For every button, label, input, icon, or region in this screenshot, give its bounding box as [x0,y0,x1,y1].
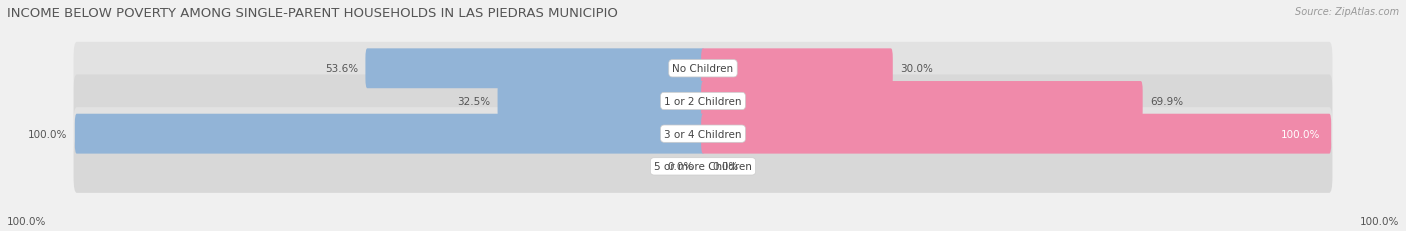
FancyBboxPatch shape [498,82,704,122]
Text: 100.0%: 100.0% [7,216,46,226]
FancyBboxPatch shape [73,140,1333,193]
Text: Source: ZipAtlas.com: Source: ZipAtlas.com [1295,7,1399,17]
Text: 100.0%: 100.0% [1281,129,1320,139]
FancyBboxPatch shape [73,108,1333,161]
FancyBboxPatch shape [366,49,704,89]
Text: 30.0%: 30.0% [900,64,934,74]
FancyBboxPatch shape [73,75,1333,128]
Text: 5 or more Children: 5 or more Children [654,162,752,172]
FancyBboxPatch shape [73,43,1333,95]
Text: 1 or 2 Children: 1 or 2 Children [664,97,742,106]
Text: 3 or 4 Children: 3 or 4 Children [664,129,742,139]
Text: 32.5%: 32.5% [457,97,491,106]
FancyBboxPatch shape [75,114,704,154]
Text: INCOME BELOW POVERTY AMONG SINGLE-PARENT HOUSEHOLDS IN LAS PIEDRAS MUNICIPIO: INCOME BELOW POVERTY AMONG SINGLE-PARENT… [7,7,617,20]
Text: 0.0%: 0.0% [668,162,693,172]
Text: No Children: No Children [672,64,734,74]
FancyBboxPatch shape [702,82,1143,122]
Text: 69.9%: 69.9% [1150,97,1184,106]
Text: 100.0%: 100.0% [28,129,67,139]
Text: 0.0%: 0.0% [713,162,738,172]
Text: 53.6%: 53.6% [325,64,359,74]
FancyBboxPatch shape [702,49,893,89]
FancyBboxPatch shape [702,114,1331,154]
Text: 100.0%: 100.0% [1360,216,1399,226]
